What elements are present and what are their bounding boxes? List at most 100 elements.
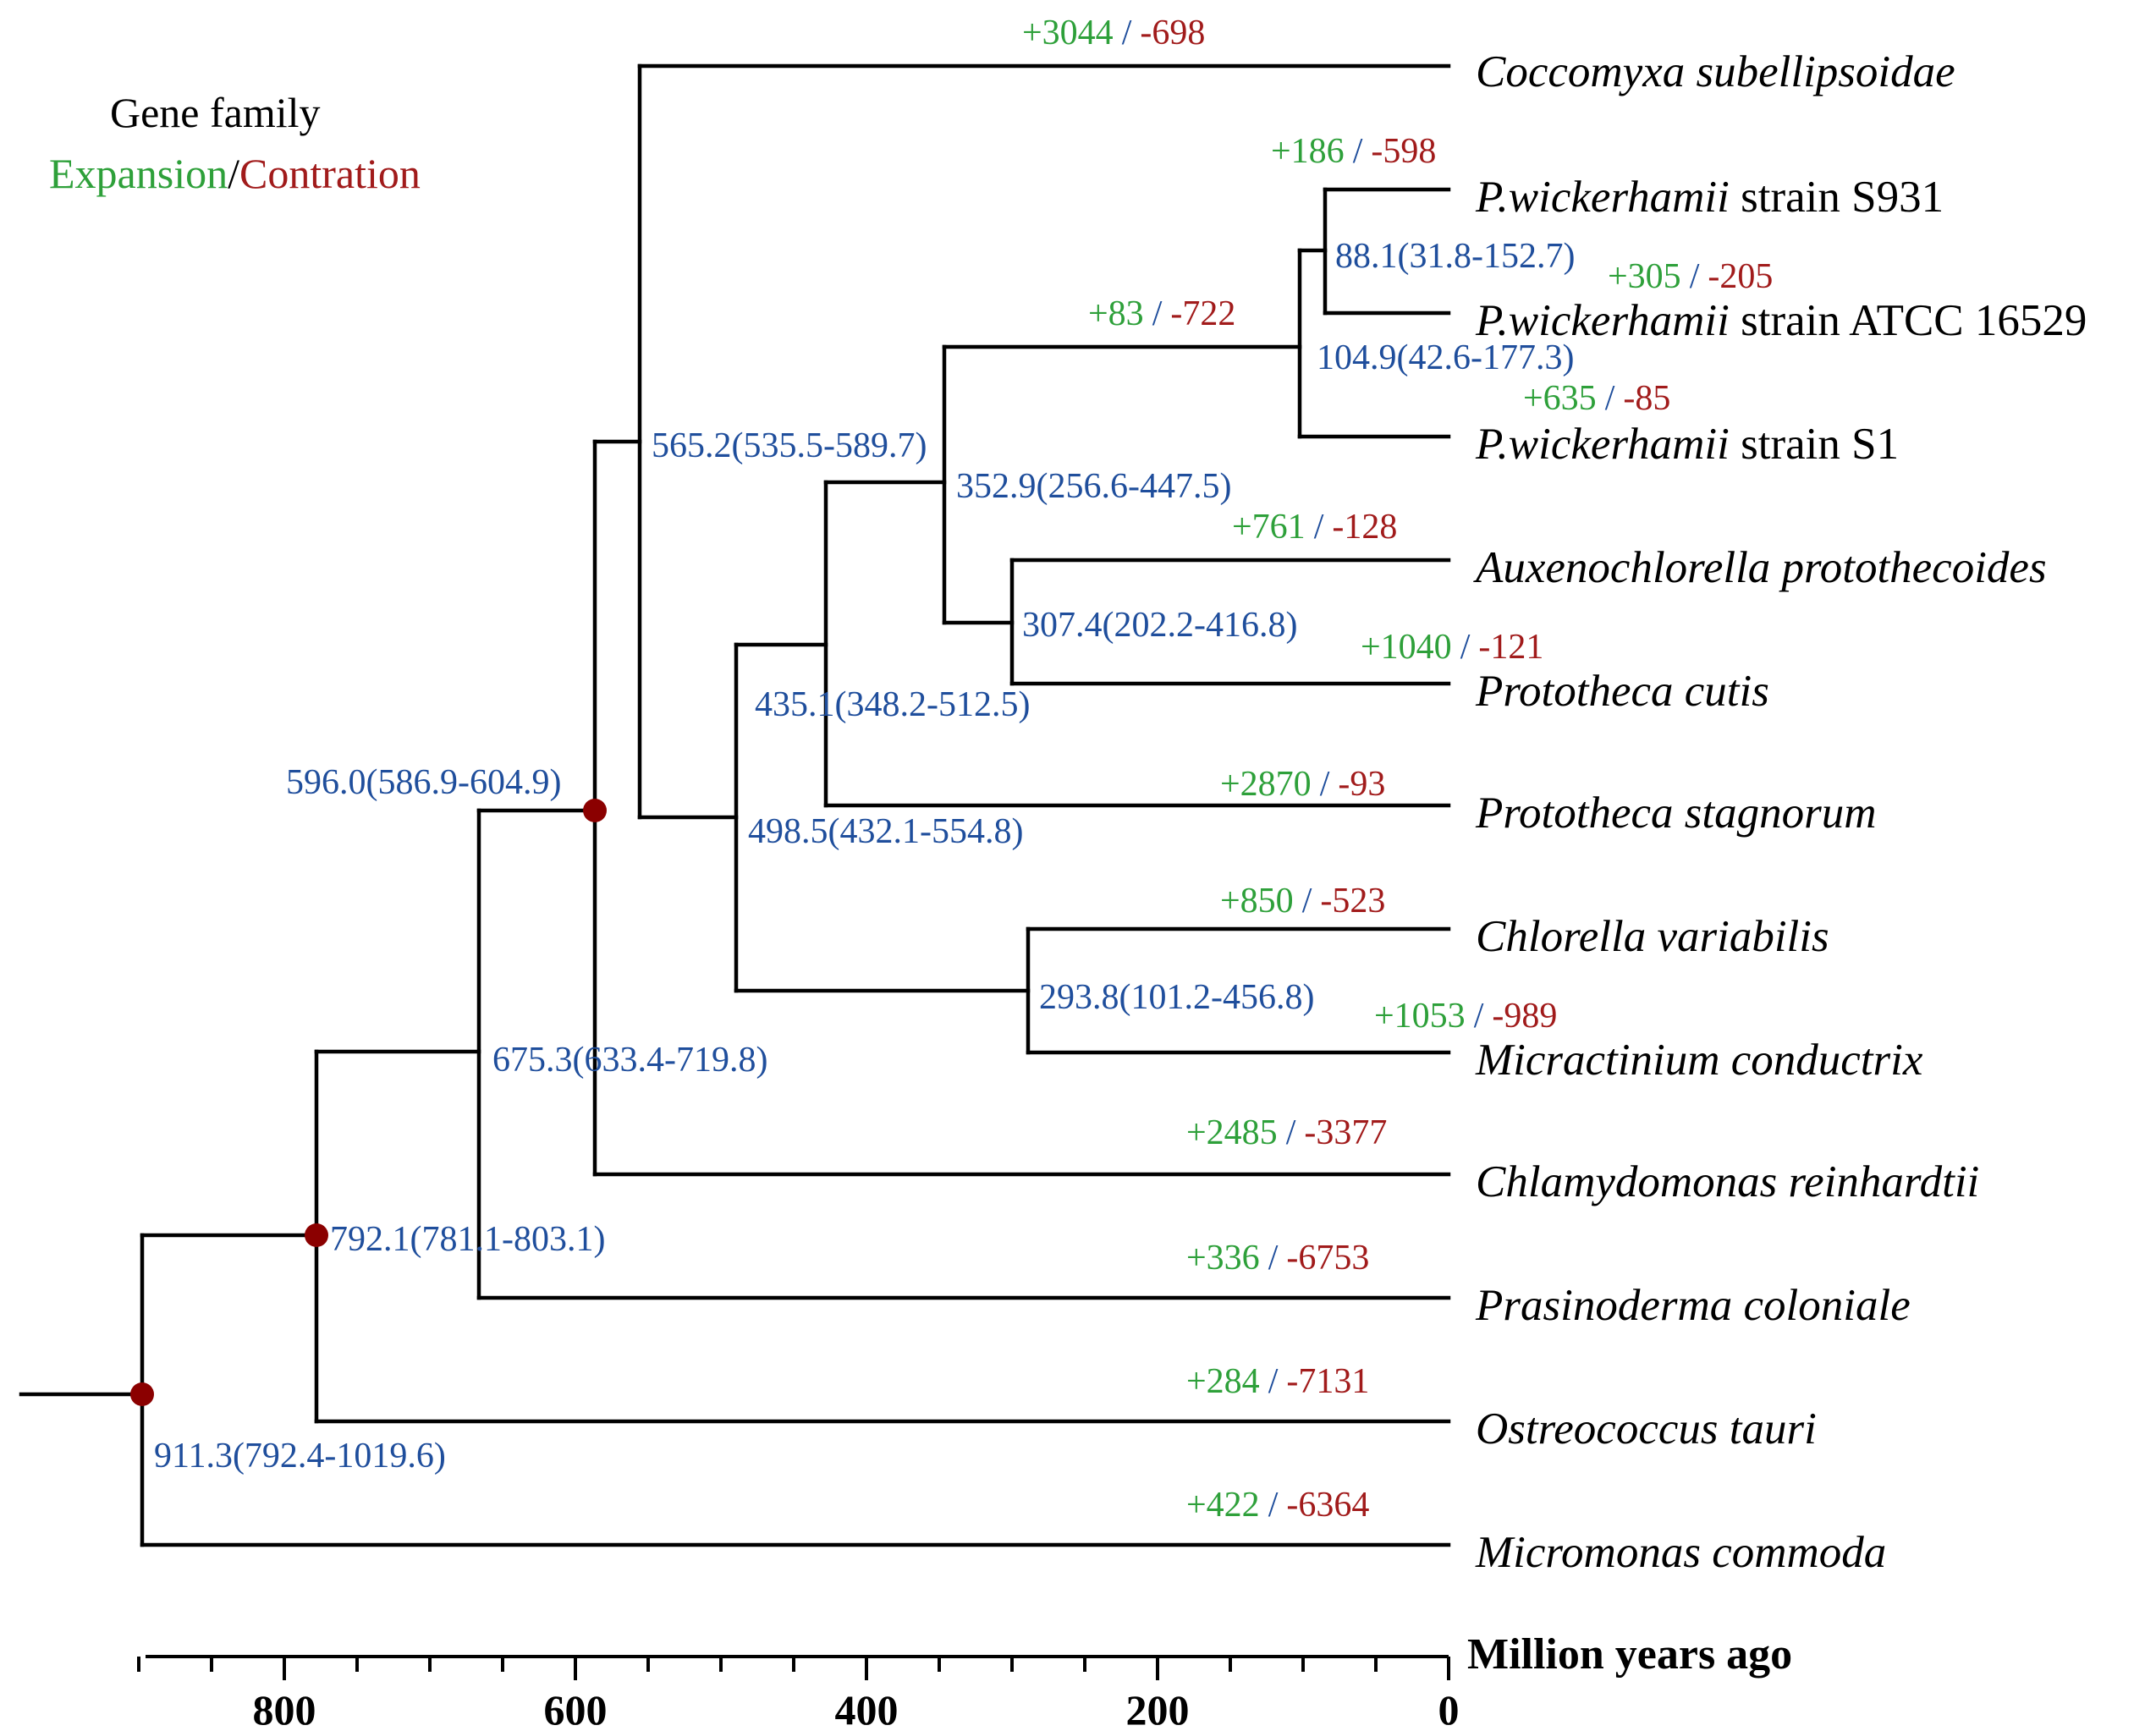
- age-label: 498.5(432.1-554.8): [748, 812, 1023, 851]
- taxon-labels: Coccomyxa subellipsoidae P.wickerhamii s…: [1473, 47, 2087, 1577]
- ec-separator: /: [1474, 997, 1484, 1036]
- contraction-count: -989: [1492, 997, 1557, 1036]
- age-label: 596.0(586.9-604.9): [286, 763, 561, 802]
- taxon-name-plain: strain ATCC 16529: [1730, 296, 2087, 345]
- node-age-labels: 88.1(31.8-152.7) 104.9(42.6-177.3) 307.4…: [154, 237, 1575, 1475]
- ec-separator: /: [1353, 132, 1363, 171]
- expansion-count: +186: [1271, 132, 1345, 171]
- taxon-name-italic: Prototheca cutis: [1475, 667, 1769, 716]
- taxon-name-italic: Chlamydomonas reinhardtii: [1476, 1157, 1979, 1206]
- ec-separator: /: [1268, 1239, 1279, 1278]
- calibration-node-chlamy: [583, 799, 607, 822]
- ec-separator: /: [1268, 1486, 1279, 1525]
- calibration-node-ostreo: [305, 1223, 328, 1247]
- axis-tick-label: 800: [253, 1686, 316, 1731]
- ec-separator: /: [1152, 294, 1163, 333]
- taxon-name-italic: P.wickerhamii: [1475, 420, 1730, 469]
- axis-tick-label: 400: [835, 1686, 899, 1731]
- age-label: 307.4(202.2-416.8): [1022, 606, 1297, 645]
- taxon-name-italic: Prasinoderma coloniale: [1475, 1281, 1911, 1330]
- contraction-count: -523: [1320, 882, 1385, 920]
- ec-micromonas: +422/-6364: [1186, 1486, 1369, 1525]
- age-label: 293.8(101.2-456.8): [1039, 978, 1314, 1017]
- ec-separator: /: [1268, 1362, 1279, 1401]
- taxon-name-italic: Coccomyxa subellipsoidae: [1476, 47, 1955, 96]
- ec-auxenochlorella: +761/-128: [1232, 508, 1397, 547]
- expansion-count: +305: [1608, 257, 1681, 296]
- contraction-count: -7131: [1286, 1362, 1369, 1401]
- expansion-count: +850: [1220, 882, 1294, 920]
- legend-contraction: Contration: [239, 150, 421, 197]
- taxon-label: Micromonas commoda: [1475, 1528, 1886, 1577]
- legend-title: Gene family: [110, 89, 321, 136]
- taxon-name-italic: P.wickerhamii: [1475, 173, 1730, 222]
- taxon-label: Chlamydomonas reinhardtii: [1476, 1157, 1979, 1206]
- legend-expansion-contraction: Expansion/Contration: [49, 150, 421, 197]
- contraction-count: -6753: [1286, 1239, 1369, 1278]
- expansion-count: +1040: [1361, 628, 1452, 667]
- taxon-label: Prasinoderma coloniale: [1475, 1281, 1911, 1330]
- ec-separator: /: [1314, 508, 1324, 547]
- taxon-label: Coccomyxa subellipsoidae: [1476, 47, 1955, 96]
- expansion-count: +635: [1523, 379, 1597, 418]
- taxon-name-italic: Prototheca stagnorum: [1475, 789, 1877, 838]
- contraction-count: -128: [1332, 508, 1397, 547]
- taxon-label: Prototheca cutis: [1475, 667, 1769, 716]
- taxon-name-italic: Chlorella variabilis: [1476, 912, 1829, 961]
- age-label: 352.9(256.6-447.5): [956, 467, 1231, 506]
- ec-separator: /: [1122, 14, 1132, 52]
- axis-tick-label: 0: [1438, 1686, 1460, 1731]
- expansion-count: +1053: [1374, 997, 1466, 1036]
- ec-cutis: +1040/-121: [1361, 628, 1543, 667]
- taxon-label: P.wickerhamii strain S1: [1475, 420, 1899, 469]
- expansion-count: +761: [1232, 508, 1306, 547]
- expansion-count: +2485: [1186, 1113, 1278, 1152]
- contraction-count: -598: [1371, 132, 1436, 171]
- ec-atcc: +305/-205: [1608, 257, 1773, 296]
- expansion-count: +284: [1186, 1362, 1260, 1401]
- taxon-name-italic: Micromonas commoda: [1475, 1528, 1886, 1577]
- age-label: 88.1(31.8-152.7): [1335, 237, 1575, 276]
- taxon-label: Chlorella variabilis: [1476, 912, 1829, 961]
- contraction-count: -698: [1140, 14, 1205, 52]
- time-axis: Million years ago 800 600 400 200 0: [137, 1630, 1792, 1731]
- axis-title: Million years ago: [1467, 1630, 1792, 1679]
- taxon-label: P.wickerhamii strain S931: [1475, 173, 1944, 222]
- ec-separator: /: [1690, 257, 1700, 296]
- calibration-node-root: [130, 1382, 154, 1406]
- ec-separator: /: [1302, 882, 1312, 920]
- ec-s1: +635/-85: [1523, 379, 1670, 418]
- legend-expansion: Expansion: [49, 150, 228, 197]
- taxon-label: P.wickerhamii strain ATCC 16529: [1475, 296, 2087, 345]
- taxon-name-plain: strain S931: [1730, 173, 1944, 222]
- ec-chlamydomonas: +2485/-3377: [1186, 1113, 1387, 1152]
- expansion-count: +3044: [1022, 14, 1114, 52]
- taxon-label: Auxenochlorella protothecoides: [1473, 543, 2047, 592]
- legend-separator: /: [228, 150, 239, 197]
- ec-separator: /: [1605, 379, 1615, 418]
- ec-stagnorum: +2870/-93: [1220, 765, 1385, 804]
- taxon-name-italic: Ostreococcus tauri: [1476, 1404, 1817, 1453]
- axis-tick-label: 200: [1126, 1686, 1190, 1731]
- ec-separator: /: [1320, 765, 1330, 804]
- expansion-count: +336: [1186, 1239, 1260, 1278]
- branches: [19, 63, 1451, 1547]
- ec-prasinoderma: +336/-6753: [1186, 1239, 1369, 1278]
- expansion-count: +422: [1186, 1486, 1260, 1525]
- taxon-name-italic: Auxenochlorella protothecoides: [1473, 543, 2047, 592]
- contraction-count: -6364: [1286, 1486, 1369, 1525]
- contraction-count: -85: [1623, 379, 1670, 418]
- contraction-count: -121: [1478, 628, 1543, 667]
- age-label: 792.1(781.1-803.1): [330, 1220, 605, 1259]
- taxon-name-italic: P.wickerhamii: [1475, 296, 1730, 345]
- ec-coccomyxa: +3044/-698: [1022, 14, 1205, 52]
- contraction-count: -3377: [1304, 1113, 1387, 1152]
- age-label: 911.3(792.4-1019.6): [154, 1437, 446, 1475]
- contraction-count: -205: [1708, 257, 1773, 296]
- contraction-count: -93: [1338, 765, 1385, 804]
- ec-separator: /: [1460, 628, 1471, 667]
- expansion-contraction-labels: +3044/-698 +186/-598 +305/-205 +83/-722 …: [1022, 14, 1773, 1525]
- ec-wick-clade: +83/-722: [1088, 294, 1235, 333]
- age-label: 675.3(633.4-719.8): [492, 1041, 767, 1080]
